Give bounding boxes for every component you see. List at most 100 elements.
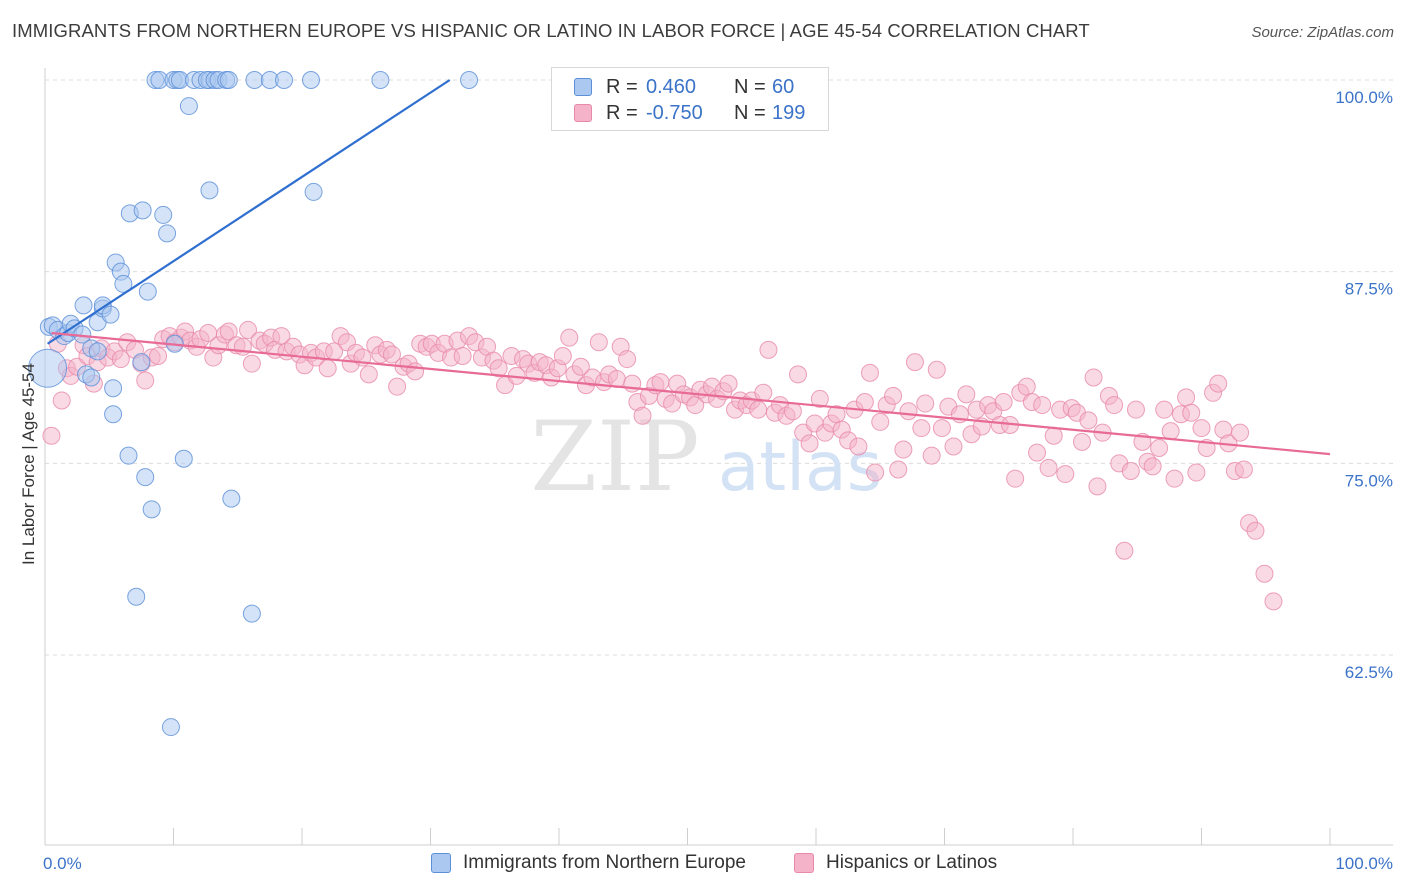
blue-data-point — [222, 489, 241, 508]
pink-data-point — [849, 437, 868, 456]
y-tick-label: 100.0% — [1335, 88, 1393, 107]
pink-data-point — [800, 434, 819, 453]
pink-data-point — [1161, 422, 1180, 441]
pink-data-point — [1033, 396, 1052, 415]
pink-data-point — [932, 419, 951, 438]
pink-data-point — [1084, 368, 1103, 387]
r-value: 0.460 — [646, 75, 697, 98]
pink-data-point — [1264, 592, 1283, 611]
pink-data-point — [719, 374, 738, 393]
pink-data-point — [894, 440, 913, 459]
y-axis-label: In Labor Force | Age 45-54 — [19, 363, 38, 565]
blue-data-point — [242, 604, 261, 623]
blue-data-point — [174, 449, 193, 468]
pink-data-point — [905, 353, 924, 372]
pink-data-point — [783, 402, 802, 421]
blue-data-point — [245, 71, 264, 89]
y-tick-label: 62.5% — [1345, 663, 1393, 682]
chart-title: IMMIGRANTS FROM NORTHERN EUROPE VS HISPA… — [12, 20, 1090, 41]
tick-labels: 100.0% 87.5% 75.0% 62.5% 0.0% 100.0% — [43, 88, 1393, 873]
y-tick-label: 75.0% — [1345, 471, 1393, 490]
pink-trendline — [51, 331, 1331, 456]
pink-data-point — [1255, 564, 1274, 583]
r-value: -0.750 — [646, 101, 703, 124]
blue-data-point — [28, 348, 68, 388]
blue-data-point — [88, 342, 107, 361]
legend-row-blue: R = 0.460 N = 60 — [574, 75, 794, 99]
y-tick-label: 87.5% — [1345, 280, 1393, 299]
pink-series-points — [42, 320, 1283, 611]
blue-data-point — [371, 71, 390, 89]
pink-data-point — [1155, 400, 1174, 419]
pink-data-point — [1028, 443, 1047, 462]
legend-item-hispanics[interactable]: Hispanics or Latinos — [794, 852, 997, 874]
pink-data-point — [889, 460, 908, 479]
pink-data-point — [871, 412, 890, 431]
pink-data-point — [1056, 465, 1075, 484]
pink-data-point — [489, 359, 508, 378]
pink-data-point — [633, 406, 652, 425]
pink-data-point — [1044, 426, 1063, 445]
pink-swatch-icon — [794, 853, 814, 873]
blue-data-point — [161, 718, 180, 737]
pink-data-point — [149, 347, 168, 365]
pink-data-point — [1115, 541, 1134, 560]
legend-label: Immigrants from Northern Europe — [463, 852, 746, 873]
blue-data-point — [114, 274, 133, 293]
blue-data-point — [104, 379, 123, 398]
r-label: R = — [606, 101, 638, 124]
blue-series-points — [28, 71, 479, 737]
pink-data-point — [359, 365, 378, 384]
pink-data-point — [136, 371, 155, 390]
pink-data-point — [219, 322, 238, 341]
blue-data-point — [136, 468, 155, 487]
pink-data-point — [318, 359, 337, 378]
pink-data-point — [111, 350, 130, 369]
pink-data-point — [571, 357, 590, 376]
pink-data-point — [810, 389, 829, 408]
pink-data-point — [1088, 477, 1107, 496]
legend-row-pink: R = -0.750 N = 199 — [574, 101, 805, 125]
pink-data-point — [553, 347, 572, 365]
pink-data-point — [1231, 423, 1250, 442]
pink-data-point — [944, 437, 963, 456]
blue-data-point — [101, 305, 120, 324]
pink-swatch-icon — [574, 104, 592, 122]
pink-data-point — [560, 328, 579, 347]
pink-data-point — [242, 354, 261, 373]
pink-data-point — [1209, 374, 1228, 393]
legend-item-northern-europe[interactable]: Immigrants from Northern Europe — [431, 852, 746, 874]
pink-data-point — [912, 419, 931, 438]
pink-data-point — [1234, 460, 1253, 479]
n-label: N = — [734, 75, 766, 98]
pink-data-point — [1187, 463, 1206, 482]
r-label: R = — [606, 75, 638, 98]
pink-data-point — [239, 320, 258, 339]
legend-label: Hispanics or Latinos — [826, 852, 998, 873]
x-tick-label: 100.0% — [1335, 854, 1393, 873]
blue-data-point — [142, 500, 161, 519]
blue-data-point — [138, 282, 157, 301]
blue-data-point — [104, 405, 123, 424]
pink-data-point — [1017, 377, 1036, 396]
pink-data-point — [1143, 457, 1162, 476]
pink-data-point — [860, 363, 879, 382]
trendlines — [46, 79, 1331, 456]
pink-data-point — [899, 402, 918, 421]
blue-data-point — [132, 353, 151, 372]
pink-data-point — [916, 394, 935, 413]
blue-data-point — [304, 182, 323, 201]
x-tick-label: 0.0% — [43, 854, 82, 873]
pink-data-point — [927, 360, 946, 379]
blue-data-point — [133, 201, 152, 220]
blue-data-point — [154, 205, 173, 224]
blue-data-point — [275, 71, 294, 89]
pink-data-point — [1039, 458, 1058, 477]
source-label: Source: ZipAtlas.com — [1251, 24, 1394, 41]
pink-data-point — [1006, 469, 1025, 488]
pink-data-point — [855, 393, 874, 411]
pink-data-point — [406, 362, 425, 381]
blue-data-point — [119, 446, 138, 465]
pink-data-point — [922, 446, 941, 465]
blue-data-point — [74, 296, 93, 315]
